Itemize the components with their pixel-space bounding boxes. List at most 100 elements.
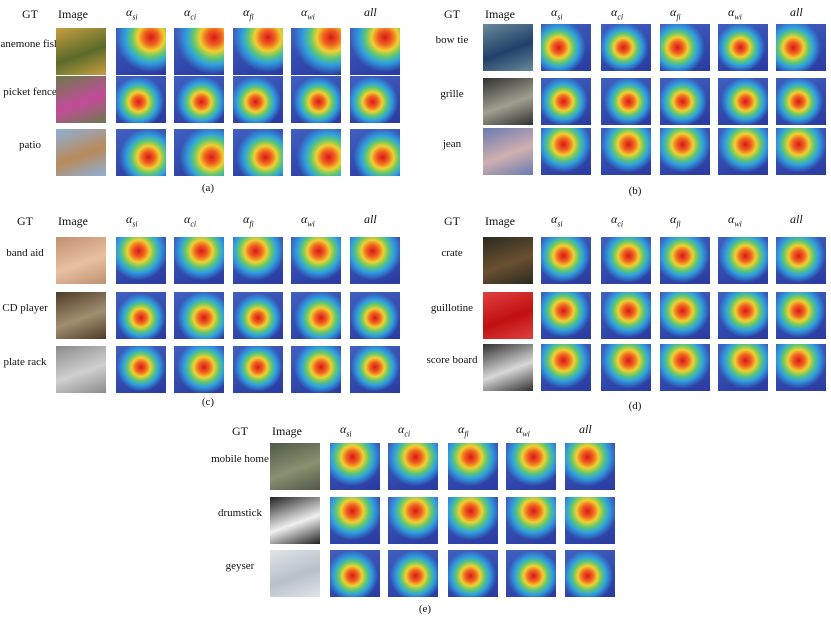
header-gt: GT: [232, 424, 248, 438]
alpha-symbol: α: [551, 212, 558, 226]
alpha-symbol: α: [516, 422, 523, 436]
heatmap-cell: [506, 550, 556, 597]
header-gt: GT: [17, 214, 33, 228]
alpha-subscript: fi: [464, 429, 469, 439]
header-alpha-ci: αci: [184, 5, 196, 21]
alpha-subscript: ci: [404, 429, 411, 439]
heatmap-cell: [116, 292, 166, 339]
source-image: [483, 344, 533, 391]
header-all: all: [790, 5, 803, 20]
alpha-symbol: α: [126, 212, 133, 226]
alpha-symbol: α: [611, 5, 618, 19]
source-image: [483, 292, 533, 339]
heatmap-cell: [718, 237, 768, 284]
source-image: [56, 28, 106, 75]
heatmap-cell: [291, 76, 341, 123]
alpha-subscript: wi: [522, 429, 530, 439]
alpha-symbol: α: [243, 5, 250, 19]
header-alpha-fi: αfi: [670, 212, 681, 228]
alpha-subscript: wi: [734, 12, 742, 22]
heatmap-cell: [116, 129, 166, 176]
heatmap-cell: [291, 28, 341, 75]
header-gt: GT: [22, 7, 38, 21]
header-all: all: [579, 422, 592, 437]
heatmap-cell: [350, 76, 400, 123]
alpha-symbol: α: [728, 5, 735, 19]
alpha-symbol: α: [670, 212, 677, 226]
alpha-subscript: ci: [617, 219, 624, 229]
heatmap-cell: [388, 550, 438, 597]
heatmap-cell: [174, 237, 224, 284]
heatmap-cell: [660, 292, 710, 339]
row-label: jean: [442, 138, 462, 150]
all-label: all: [364, 5, 377, 19]
heatmap-cell: [448, 443, 498, 490]
alpha-symbol: α: [340, 422, 347, 436]
alpha-symbol: α: [398, 422, 405, 436]
panel-caption: (b): [628, 185, 642, 197]
alpha-symbol: α: [301, 5, 308, 19]
row-label: CD player: [2, 302, 48, 314]
heatmap-cell: [776, 78, 826, 125]
alpha-subscript: wi: [307, 12, 315, 22]
source-image: [270, 497, 320, 544]
source-image: [483, 237, 533, 284]
alpha-subscript: si: [346, 429, 352, 439]
heatmap-cell: [718, 78, 768, 125]
all-label: all: [790, 212, 803, 226]
heatmap-cell: [660, 237, 710, 284]
heatmap-cell: [660, 128, 710, 175]
heatmap-cell: [660, 78, 710, 125]
panel-caption: (e): [418, 603, 432, 615]
source-image: [56, 237, 106, 284]
heatmap-cell: [330, 497, 380, 544]
source-image: [56, 76, 106, 123]
alpha-subscript: si: [132, 219, 138, 229]
row-label: crate: [441, 247, 463, 259]
heatmap-cell: [330, 550, 380, 597]
alpha-symbol: α: [458, 422, 465, 436]
row-label: anemone fish: [0, 38, 60, 50]
row-label: geyser: [225, 560, 255, 572]
heatmap-cell: [776, 24, 826, 71]
heatmap-cell: [116, 346, 166, 393]
heatmap-cell: [776, 237, 826, 284]
heatmap-cell: [233, 129, 283, 176]
heatmap-cell: [541, 292, 591, 339]
heatmap-cell: [541, 344, 591, 391]
header-alpha-ci: αci: [184, 212, 196, 228]
heatmap-cell: [506, 497, 556, 544]
header-alpha-fi: αfi: [243, 212, 254, 228]
heatmap-cell: [174, 76, 224, 123]
heatmap-cell: [660, 24, 710, 71]
alpha-subscript: ci: [190, 219, 197, 229]
row-label: picket fence: [3, 86, 57, 98]
header-alpha-fi: αfi: [243, 5, 254, 21]
heatmap-cell: [233, 76, 283, 123]
heatmap-cell: [174, 292, 224, 339]
row-label: band aid: [6, 247, 44, 259]
alpha-subscript: ci: [617, 12, 624, 22]
all-label: all: [364, 212, 377, 226]
header-alpha-si: αsi: [340, 422, 352, 438]
heatmap-cell: [601, 237, 651, 284]
alpha-symbol: α: [243, 212, 250, 226]
heatmap-cell: [565, 443, 615, 490]
heatmap-cell: [718, 344, 768, 391]
alpha-subscript: fi: [249, 219, 254, 229]
heatmap-cell: [116, 237, 166, 284]
alpha-symbol: α: [728, 212, 735, 226]
heatmap-cell: [174, 28, 224, 75]
panel-caption: (a): [201, 182, 215, 194]
heatmap-cell: [116, 28, 166, 75]
row-label: mobile home: [211, 453, 269, 465]
alpha-symbol: α: [184, 212, 191, 226]
source-image: [56, 292, 106, 339]
source-image: [56, 346, 106, 393]
header-alpha-si: αsi: [551, 212, 563, 228]
heatmap-cell: [776, 128, 826, 175]
all-label: all: [579, 422, 592, 436]
heatmap-cell: [541, 237, 591, 284]
source-image: [56, 129, 106, 176]
heatmap-cell: [174, 129, 224, 176]
